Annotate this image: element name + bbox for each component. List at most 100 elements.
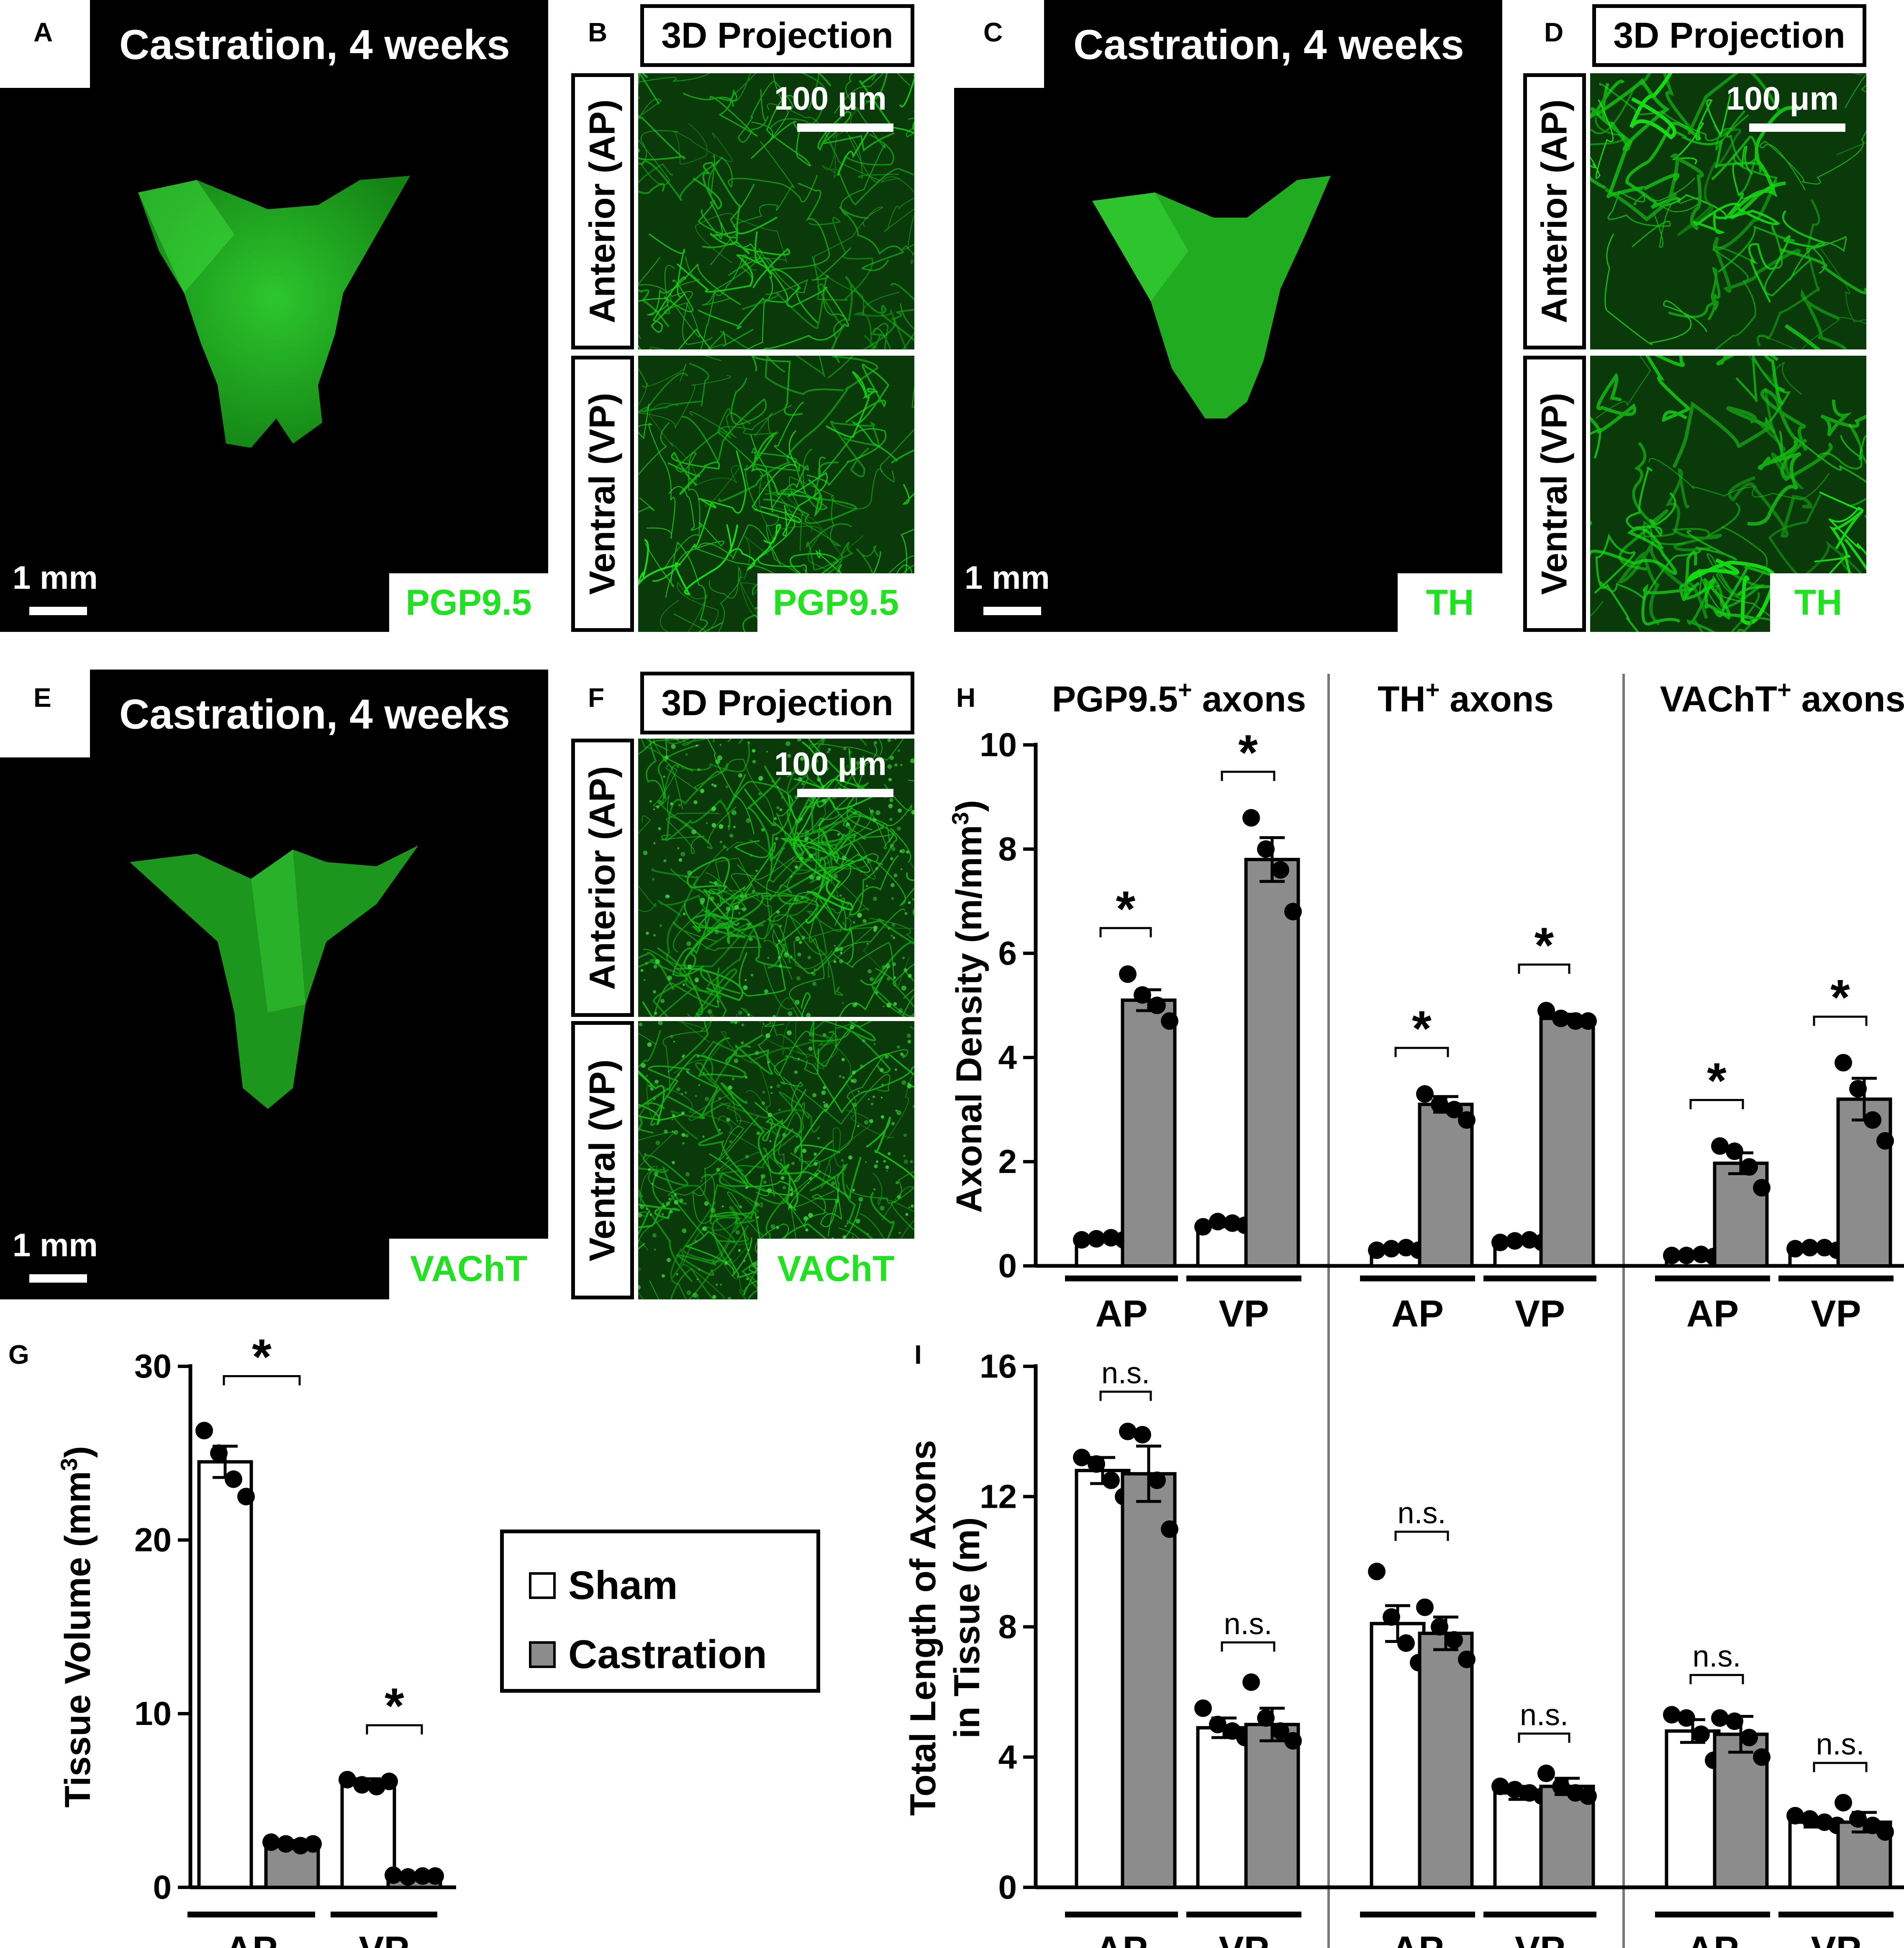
varicosity-dot: [875, 991, 878, 994]
nerve-fiber: [1599, 530, 1737, 601]
varicosity-dot: [676, 765, 680, 768]
varicosity-dot: [767, 957, 770, 959]
varicosity-dot: [785, 741, 790, 746]
varicosity-dot: [677, 1074, 680, 1076]
i-s2-castration-VP-data-point: [1849, 1810, 1867, 1828]
varicosity-dot: [867, 1098, 870, 1101]
nerve-fiber: [750, 95, 811, 167]
varicosity-dot: [822, 1033, 826, 1037]
nerve-fiber: [649, 233, 686, 333]
panel-d-anterior-image: [1590, 73, 1866, 349]
h-s0-VP-bracket: [1221, 770, 1275, 781]
panel-a-title: Castration, 4 weeks: [90, 0, 548, 88]
varicosity-dot: [646, 1208, 648, 1210]
nerve-fiber: [811, 247, 851, 349]
varicosity-dot: [795, 820, 798, 823]
i-s0-AP-significance-label: n.s.: [1101, 1357, 1150, 1390]
varicosity-dot: [883, 1160, 886, 1163]
varicosity-dot: [706, 822, 708, 824]
g-y-axis-label-close: ): [58, 1446, 98, 1458]
varicosity-dot: [802, 1148, 807, 1153]
nerve-fiber: [1817, 423, 1866, 507]
h-s2-VP-group-label: VP: [1811, 1293, 1861, 1335]
varicosity-dot: [711, 823, 716, 828]
nerve-fiber: [1829, 510, 1866, 596]
h-s2-AP-bracket: [1689, 1099, 1744, 1109]
varicosity-dot: [800, 856, 804, 860]
varicosity-dot: [824, 766, 829, 771]
varicosity-dot: [809, 1177, 812, 1180]
varicosity-dot: [873, 1043, 876, 1045]
varicosity-dot: [685, 875, 687, 878]
varicosity-dot: [738, 1010, 743, 1015]
nerve-fiber: [683, 89, 758, 136]
varicosity-dot: [772, 1015, 776, 1017]
h-s2-AP-significance-label: *: [1707, 1053, 1727, 1109]
nerve-fiber: [639, 73, 757, 102]
panel-a-letter-overlay: A: [33, 17, 53, 47]
g-sham-AP-bar: [197, 1460, 253, 1889]
varicosity-dot: [758, 776, 763, 781]
varicosity-dot: [743, 1260, 746, 1262]
h-s2-castration-VP-bar: [1836, 1097, 1892, 1268]
h-section-title-rest: axons: [1791, 679, 1904, 719]
nerve-fiber: [783, 1074, 890, 1125]
nerve-fiber: [1706, 526, 1768, 599]
nerve-fiber: [842, 784, 912, 863]
panel-b-stain-label: PGP9.5: [757, 573, 914, 632]
h-y-axis-label-close: ): [949, 800, 989, 812]
h-s1-castration-VP-data-point: [1552, 1009, 1570, 1027]
fiber-network-d-top: [1590, 73, 1866, 349]
varicosity-dot: [670, 1035, 673, 1038]
i-s0-sham-VP-bar: [1196, 1726, 1252, 1889]
nerve-fiber: [1677, 124, 1742, 236]
varicosity-dot: [683, 983, 685, 986]
varicosity-dot: [675, 739, 679, 741]
varicosity-dot: [765, 1033, 770, 1038]
varicosity-dot: [798, 777, 802, 781]
varicosity-dot: [908, 901, 911, 904]
varicosity-dot: [652, 878, 654, 880]
nerve-fiber: [1626, 467, 1676, 537]
tissue-whole-mount-c: [1092, 176, 1331, 418]
panel-f-scale-bar: [797, 789, 893, 797]
varicosity-dot: [827, 751, 829, 753]
h-s1-sham-AP-data-point: [1383, 1240, 1400, 1258]
varicosity-dot: [907, 1083, 912, 1088]
varicosity-dot: [890, 844, 894, 848]
nerve-fiber: [1607, 190, 1671, 248]
nerve-fiber: [742, 283, 844, 349]
varicosity-dot: [903, 1134, 907, 1137]
nerve-fiber: [638, 403, 676, 539]
nerve-fiber: [638, 160, 720, 201]
h-s1-castration-VP-data-point: [1537, 1001, 1555, 1019]
i-y-tick-label: 8: [998, 1608, 1017, 1645]
h-s0-sham-AP-data-point: [1088, 1230, 1105, 1248]
varicosity-dot: [813, 968, 816, 971]
h-s2-sham-AP-data-point: [1678, 1247, 1695, 1265]
varicosity-dot: [898, 1008, 903, 1013]
varicosity-dot: [771, 780, 775, 783]
varicosity-dot: [756, 1131, 760, 1135]
nerve-fiber: [1645, 356, 1691, 422]
nerve-fiber: [638, 1037, 746, 1109]
varicosity-dot: [798, 1057, 800, 1060]
nerve-fiber: [1768, 494, 1866, 587]
varicosity-dot: [770, 1224, 775, 1229]
varicosity-dot: [855, 1219, 860, 1224]
nerve-fiber: [1595, 78, 1680, 198]
nerve-fiber: [806, 523, 854, 583]
fiber-network-f-top: [638, 739, 914, 1017]
varicosity-dot: [839, 959, 843, 963]
i-s0-VP-bracket: [1221, 1641, 1275, 1652]
varicosity-dot: [790, 1188, 793, 1191]
varicosity-dot: [895, 1109, 898, 1112]
varicosity-dot: [856, 761, 860, 765]
varicosity-dot: [716, 1283, 718, 1286]
i-s2-sham-AP-data-point: [1678, 1709, 1695, 1727]
varicosity-dot: [834, 947, 839, 952]
i-s1-sham-VP-data-point: [1491, 1777, 1509, 1795]
varicosity-dot: [670, 1210, 673, 1214]
varicosity-dot: [742, 907, 746, 911]
nerve-fiber: [1820, 399, 1866, 436]
